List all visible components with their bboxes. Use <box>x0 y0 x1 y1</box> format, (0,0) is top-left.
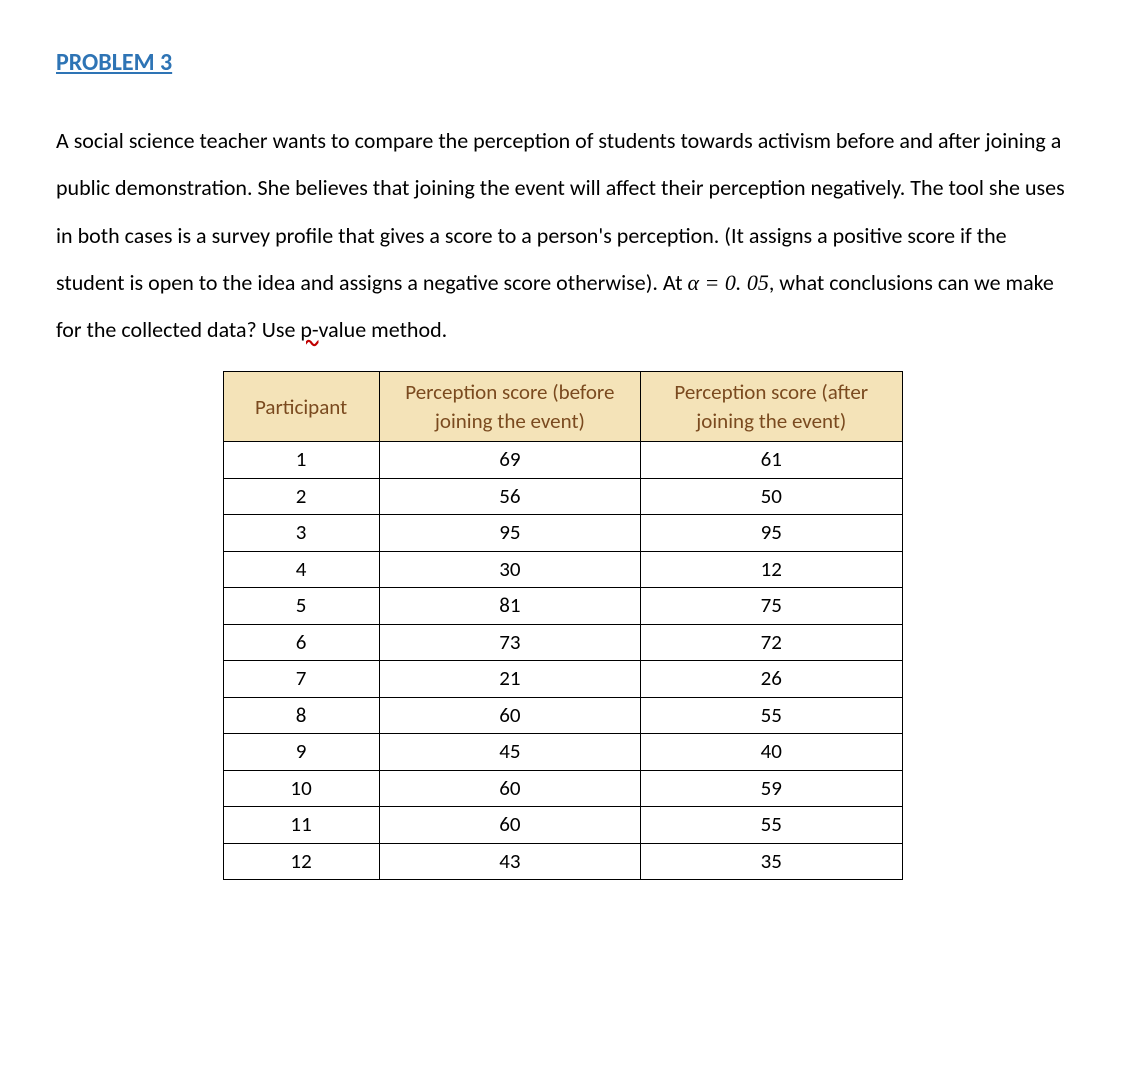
table-head: Participant Perception score (before joi… <box>223 372 902 442</box>
cell-after: 50 <box>641 478 902 515</box>
cell-before: 81 <box>379 588 640 625</box>
cell-participant: 12 <box>223 843 379 880</box>
table-row: 94540 <box>223 734 902 771</box>
cell-participant: 3 <box>223 515 379 552</box>
cell-participant: 6 <box>223 624 379 661</box>
cell-participant: 1 <box>223 442 379 479</box>
perception-table: Participant Perception score (before joi… <box>223 371 903 880</box>
cell-participant: 11 <box>223 807 379 844</box>
cell-after: 59 <box>641 770 902 807</box>
problem-heading: PROBLEM 3 <box>56 48 1069 77</box>
table-row: 72126 <box>223 661 902 698</box>
table-row: 124335 <box>223 843 902 880</box>
col-header-before: Perception score (before joining the eve… <box>379 372 640 442</box>
cell-participant: 5 <box>223 588 379 625</box>
cell-before: 30 <box>379 551 640 588</box>
cell-participant: 9 <box>223 734 379 771</box>
cell-before: 60 <box>379 807 640 844</box>
table-body: 1696125650395954301258175673727212686055… <box>223 442 902 880</box>
cell-participant: 7 <box>223 661 379 698</box>
table-row: 116055 <box>223 807 902 844</box>
table-row: 16961 <box>223 442 902 479</box>
col-header-after: Perception score (after joining the even… <box>641 372 902 442</box>
cell-before: 69 <box>379 442 640 479</box>
cell-before: 73 <box>379 624 640 661</box>
cell-before: 95 <box>379 515 640 552</box>
col-header-participant: Participant <box>223 372 379 442</box>
table-row: 58175 <box>223 588 902 625</box>
cell-after: 95 <box>641 515 902 552</box>
cell-before: 60 <box>379 770 640 807</box>
cell-after: 61 <box>641 442 902 479</box>
cell-before: 43 <box>379 843 640 880</box>
cell-after: 55 <box>641 807 902 844</box>
cell-before: 60 <box>379 697 640 734</box>
table-row: 39595 <box>223 515 902 552</box>
table-row: 43012 <box>223 551 902 588</box>
cell-after: 40 <box>641 734 902 771</box>
table-row: 86055 <box>223 697 902 734</box>
cell-before: 45 <box>379 734 640 771</box>
cell-after: 55 <box>641 697 902 734</box>
cell-participant: 8 <box>223 697 379 734</box>
table-row: 67372 <box>223 624 902 661</box>
cell-after: 26 <box>641 661 902 698</box>
table-row: 106059 <box>223 770 902 807</box>
cell-after: 72 <box>641 624 902 661</box>
cell-before: 56 <box>379 478 640 515</box>
table-row: 25650 <box>223 478 902 515</box>
cell-after: 75 <box>641 588 902 625</box>
p-value-wavy: p- <box>300 316 318 343</box>
cell-participant: 2 <box>223 478 379 515</box>
table-header-row: Participant Perception score (before joi… <box>223 372 902 442</box>
table-container: Participant Perception score (before joi… <box>56 371 1069 880</box>
cell-before: 21 <box>379 661 640 698</box>
cell-after: 12 <box>641 551 902 588</box>
cell-after: 35 <box>641 843 902 880</box>
cell-participant: 10 <box>223 770 379 807</box>
problem-paragraph: A social science teacher wants to compar… <box>56 117 1069 353</box>
cell-participant: 4 <box>223 551 379 588</box>
alpha-expression: α = 0. 05 <box>687 270 768 295</box>
paragraph-after-wavy: value method. <box>318 316 447 343</box>
